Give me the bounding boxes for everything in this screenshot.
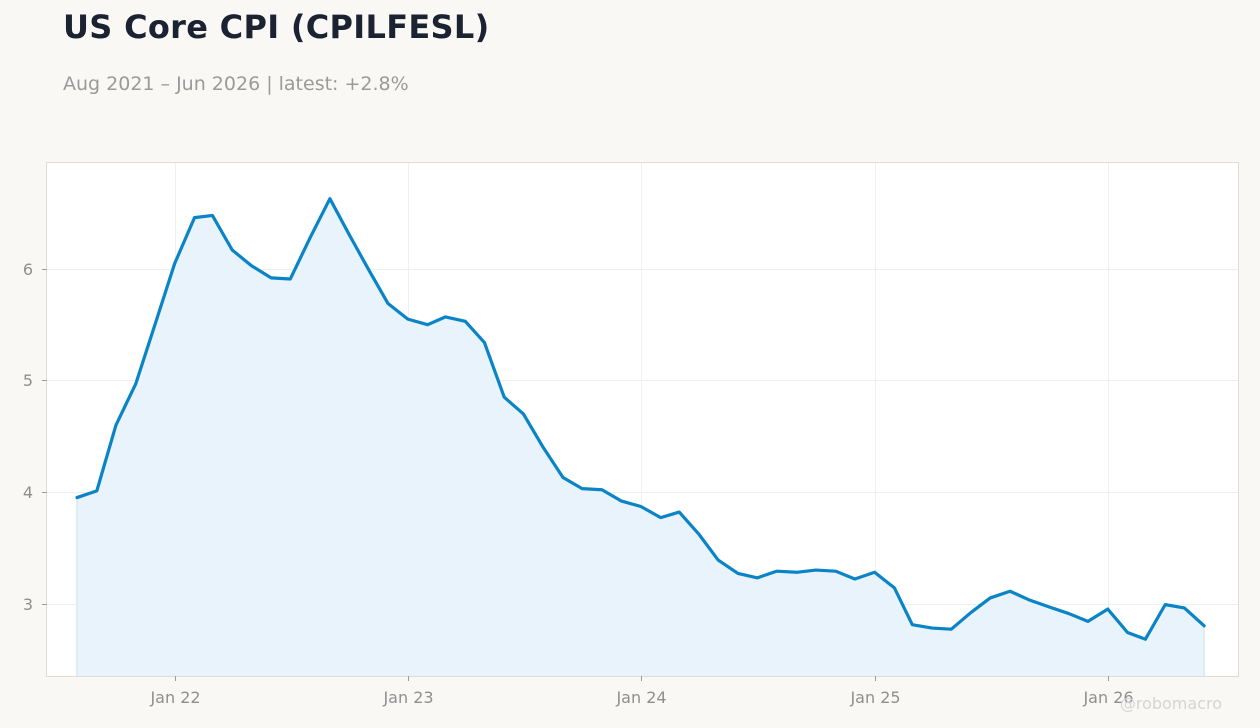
y-tick-label: 6 — [23, 260, 33, 279]
y-tick-label: 4 — [23, 483, 33, 502]
y-axis-ticks: 3 4 5 6 — [23, 260, 47, 614]
x-tick-label: Jan 25 — [849, 688, 900, 707]
x-axis-ticks: Jan 22 Jan 23 Jan 24 Jan 25 Jan 26 — [149, 676, 1134, 707]
chart-subtitle: Aug 2021 – Jun 2026 | latest: +2.8% — [63, 73, 409, 95]
series-line — [75, 197, 1206, 641]
x-tick-label: Jan 24 — [615, 688, 666, 707]
watermark: @robomacro — [1119, 694, 1222, 713]
area-edge-lines — [76, 497, 1205, 676]
x-tick-label: Jan 22 — [149, 688, 200, 707]
y-tick-label: 5 — [23, 371, 33, 390]
y-tick-label: 3 — [23, 595, 33, 614]
chart-title: US Core CPI (CPILFESL) — [63, 8, 490, 46]
x-tick-label: Jan 23 — [382, 688, 433, 707]
series-area-fill — [77, 198, 1205, 676]
x-tick-label: Jan 26 — [1082, 688, 1133, 707]
